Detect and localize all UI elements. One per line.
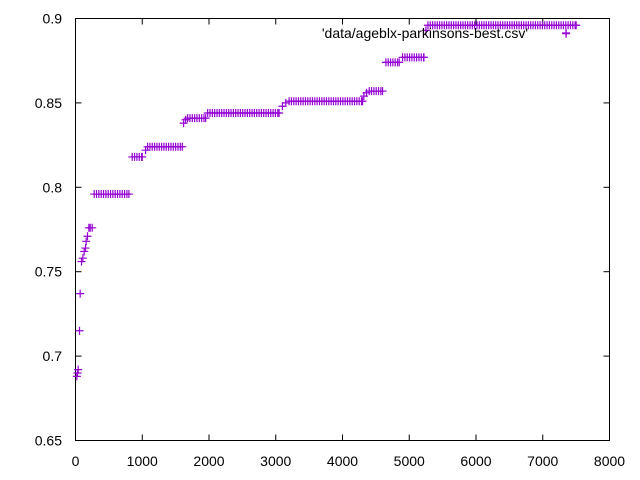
- y-axis: 0.65 0.7 0.75 0.8 0.85 0.9: [35, 11, 610, 449]
- data-point: [88, 223, 97, 232]
- data-point: [178, 142, 187, 151]
- y-tick-label: 0.75: [35, 264, 62, 280]
- y-tick-label: 0.8: [43, 179, 63, 195]
- x-tick-label: 4000: [327, 453, 358, 469]
- data-point: [82, 237, 91, 246]
- data-point: [421, 26, 430, 35]
- data-point: [281, 98, 290, 107]
- y-tick-label: 0.85: [35, 95, 62, 111]
- legend: 'data/ageblx-parkinsons-best.csv': [322, 25, 570, 41]
- legend-marker-symbol: [562, 29, 570, 37]
- data-point: [138, 152, 147, 161]
- x-tick-label: 2000: [193, 453, 224, 469]
- data-point: [77, 257, 86, 266]
- x-tick-label: 0: [72, 453, 80, 469]
- data-point: [275, 109, 284, 118]
- data-point: [378, 87, 387, 96]
- data-point: [141, 146, 150, 155]
- data-point: [395, 58, 404, 67]
- data-point: [278, 102, 287, 111]
- x-tick-label: 6000: [460, 453, 491, 469]
- data-point: [572, 21, 581, 30]
- data-point: [179, 119, 188, 128]
- data-point: [80, 247, 89, 256]
- data-point: [181, 115, 190, 124]
- y-tick-label: 0.65: [35, 433, 62, 449]
- data-point: [81, 244, 90, 253]
- data-point: [358, 97, 367, 106]
- data-point: [124, 190, 133, 199]
- data-point: [74, 365, 83, 374]
- data-point: [72, 372, 81, 381]
- x-tick-label: 1000: [127, 453, 158, 469]
- plot-frame: [75, 18, 610, 441]
- legend-marker: [562, 29, 570, 37]
- data-point: [78, 254, 87, 263]
- data-point: [201, 114, 210, 123]
- data-series: [72, 21, 581, 381]
- data-point: [76, 289, 85, 298]
- x-axis: 0 1000 2000 3000 4000 5000 6000 7000 8000: [72, 18, 625, 469]
- data-point: [75, 326, 84, 335]
- data-point: [73, 368, 82, 377]
- x-tick-label: 8000: [594, 453, 625, 469]
- y-tick-label: 0.9: [43, 11, 63, 27]
- data-point: [419, 53, 428, 62]
- legend-label: 'data/ageblx-parkinsons-best.csv': [322, 25, 528, 41]
- x-tick-label: 5000: [394, 453, 425, 469]
- y-tick-label: 0.7: [43, 348, 63, 364]
- x-tick-label: 3000: [260, 453, 291, 469]
- data-point: [83, 232, 92, 241]
- x-tick-label: 7000: [527, 453, 558, 469]
